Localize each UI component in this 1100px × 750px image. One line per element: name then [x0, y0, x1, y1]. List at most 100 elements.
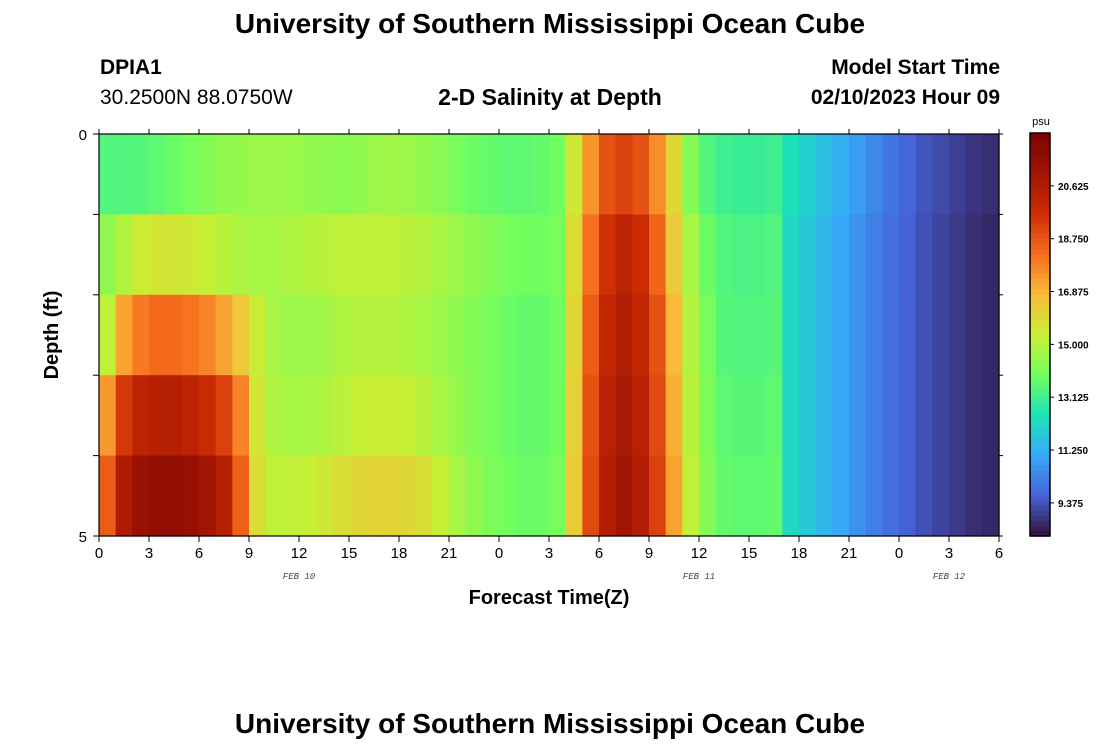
heatmap-cell [249, 294, 267, 376]
heatmap-cell [815, 134, 833, 215]
heatmap-cell [965, 134, 983, 215]
heatmap-cell [865, 214, 883, 296]
heatmap-cell [182, 294, 200, 376]
heatmap-cell [649, 375, 667, 457]
colorbar-swatch [1030, 284, 1050, 290]
heatmap-cell [349, 214, 367, 296]
heatmap-cell [782, 134, 800, 215]
colorbar-swatch [1030, 505, 1050, 512]
heatmap-cell [865, 134, 883, 215]
heatmap-cell [199, 294, 217, 376]
colorbar-swatch [1030, 465, 1050, 472]
colorbar-swatch [1030, 198, 1050, 205]
heatmap-cell [949, 455, 967, 537]
heatmap-cell [299, 455, 317, 537]
heatmap-cell [715, 375, 733, 457]
heatmap-cell [732, 375, 750, 457]
heatmap-cell [632, 375, 650, 457]
heatmap-cell [765, 455, 783, 537]
heatmap-cell [499, 134, 517, 215]
heatmap-cell [349, 455, 367, 537]
heatmap-cell [949, 134, 967, 215]
heatmap-cell [732, 455, 750, 537]
heatmap-cell [715, 455, 733, 537]
heatmap-cell [499, 294, 517, 376]
heatmap-cell [499, 455, 517, 537]
heatmap-cell [132, 294, 150, 376]
heatmap-cell [682, 214, 700, 296]
y-tick-label: 5 [79, 529, 87, 546]
heatmap-cell [865, 455, 883, 537]
colorbar-swatch [1030, 314, 1050, 320]
heatmap-cell [499, 214, 517, 296]
colorbar-swatch [1030, 490, 1050, 497]
heatmap-cell [682, 294, 700, 376]
heatmap-cell [749, 294, 767, 376]
colorbar-swatch [1030, 475, 1050, 482]
heatmap-cell [882, 214, 900, 296]
colorbar-swatch [1030, 208, 1050, 215]
heatmap-cell [832, 375, 850, 457]
heatmap-cell [365, 375, 383, 457]
heatmap-cell [515, 134, 533, 215]
heatmap-cell [382, 214, 400, 296]
heatmap-cell [699, 294, 717, 376]
heatmap-cell [115, 294, 133, 376]
colorbar-swatch [1030, 163, 1050, 169]
x-tick-label: 6 [595, 545, 603, 562]
colorbar-tick-label: 16.875 [1058, 288, 1089, 299]
heatmap-cell [232, 294, 250, 376]
heatmap-cell [399, 375, 417, 457]
heatmap-cell [165, 455, 183, 537]
heatmap-cell [149, 375, 167, 457]
heatmap-cell [632, 134, 650, 215]
heatmap-cell [482, 294, 500, 376]
colorbar-swatch [1030, 495, 1050, 502]
heatmap-cell [482, 375, 500, 457]
heatmap-cell [415, 455, 433, 537]
x-tick-label: 6 [995, 545, 1003, 562]
x-tick-label: 0 [495, 545, 503, 562]
colorbar-swatch [1030, 445, 1050, 451]
heatmap-cell [199, 214, 217, 296]
heatmap-cell [99, 294, 117, 376]
colorbar-swatch [1030, 339, 1050, 346]
colorbar-swatch [1030, 228, 1050, 235]
heatmap-cell [749, 134, 767, 215]
heatmap-cell [382, 294, 400, 376]
heatmap-cell [465, 134, 483, 215]
x-tick-label: 0 [895, 545, 903, 562]
colorbar-swatch [1030, 525, 1050, 532]
colorbar-swatch [1030, 460, 1050, 467]
chart-subtitle: 2-D Salinity at Depth [438, 84, 662, 110]
heatmap-cell [332, 455, 350, 537]
heatmap-cell [132, 455, 150, 537]
heatmap-cell [199, 455, 217, 537]
colorbar-swatch [1030, 188, 1050, 195]
colorbar-swatch [1030, 430, 1050, 436]
heatmap-cell [882, 455, 900, 537]
heatmap-cell [799, 134, 817, 215]
heatmap-cell [865, 375, 883, 457]
heatmap-cell [282, 294, 300, 376]
colorbar-swatch [1030, 440, 1050, 446]
heatmap-cell [115, 455, 133, 537]
heatmap-cell [132, 214, 150, 296]
heatmap-cell [399, 214, 417, 296]
heatmap-cell [649, 214, 667, 296]
heatmap-cell [449, 375, 467, 457]
heatmap-cell [249, 134, 267, 215]
heatmap-cell [399, 294, 417, 376]
heatmap-cell [215, 294, 233, 376]
heatmap-cell [732, 214, 750, 296]
heatmap-cell [782, 455, 800, 537]
heatmap-cell [432, 455, 450, 537]
heatmap-cell [915, 455, 933, 537]
heatmap-cell [782, 375, 800, 457]
heatmap-cells [99, 134, 1000, 537]
colorbar-swatch [1030, 344, 1050, 351]
heatmap-cell [982, 294, 1000, 376]
heatmap-cell [282, 375, 300, 457]
heatmap-cell [315, 375, 333, 457]
heatmap-cell [899, 375, 917, 457]
